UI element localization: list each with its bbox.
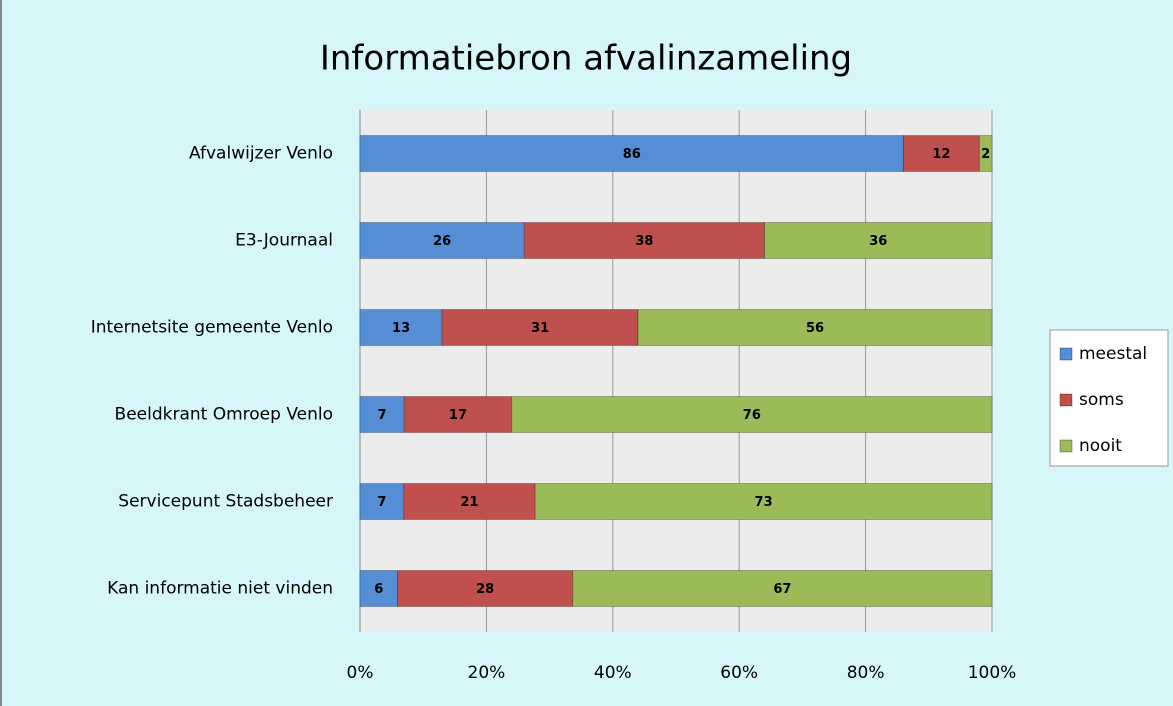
data-label: 7 [377,495,386,510]
data-label: 86 [623,147,641,162]
x-tick-label: 80% [847,663,885,683]
data-label: 6 [374,582,383,597]
bar-segment [572,570,993,607]
data-label: 17 [449,408,467,423]
y-tick-label: Internetsite gemeente Venlo [91,318,333,338]
data-label: 13 [392,321,410,336]
x-tick-label: 0% [347,663,374,683]
legend-label: nooit [1079,436,1122,456]
legend-swatch [1059,347,1073,361]
y-tick-label: Servicepunt Stadsbeheer [118,492,333,512]
x-tick-label: 20% [468,663,506,683]
bar-segment [511,396,993,433]
bar-segment [359,135,905,172]
data-label: 21 [460,495,478,510]
bar-segment [359,396,405,433]
data-label: 67 [773,582,791,597]
bar-segment [763,222,993,259]
data-label: 36 [869,234,887,249]
bar-segment [441,309,639,346]
legend-swatch [1059,439,1073,453]
data-label: 38 [635,234,653,249]
data-label: 76 [743,408,761,423]
legend-label: soms [1079,390,1124,410]
data-label: 31 [531,321,549,336]
bar-segment [403,396,513,433]
bar-segment [359,570,399,607]
bar-segment [359,483,405,520]
bar-segment [637,309,993,346]
bar-segment [397,570,574,607]
bar-segment [359,309,443,346]
y-tick-label: E3-Journaal [235,231,333,251]
y-tick-label: Afvalwijzer Venlo [189,144,333,164]
data-label: 26 [433,234,451,249]
data-label: 73 [755,495,773,510]
legend-label: meestal [1079,344,1147,364]
data-label: 28 [476,582,494,597]
data-label: 7 [378,408,387,423]
bar-segment [403,483,536,520]
bar-segment [534,483,993,520]
data-label: 2 [981,147,990,162]
x-tick-label: 40% [594,663,632,683]
plot-area [360,110,992,632]
data-label: 12 [932,147,950,162]
legend-swatch [1059,393,1073,407]
data-label: 56 [806,321,824,336]
bar-segment [978,135,993,172]
x-tick-label: 100% [968,663,1017,683]
y-tick-label: Beeldkrant Omroep Venlo [115,405,333,425]
x-tick-label: 60% [720,663,758,683]
y-tick-label: Kan informatie niet vinden [107,579,333,599]
chart-title: Informatiebron afvalinzameling [320,39,852,79]
